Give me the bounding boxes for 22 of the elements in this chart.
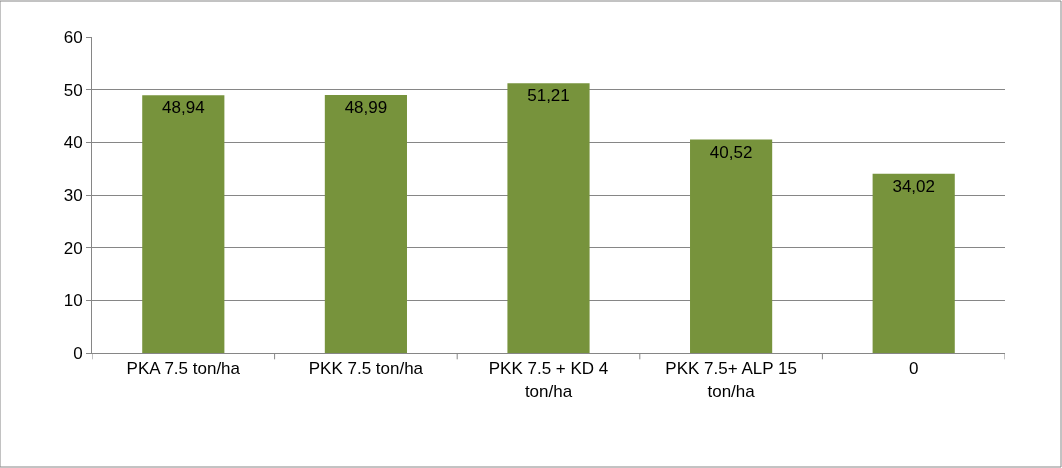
x-tick-label: PKK 7.5+ ALP 15 ton/ha — [665, 359, 797, 401]
x-tick-label: PKK 7.5 + KD 4 ton/ha — [488, 359, 609, 401]
data-label: 34,02 — [892, 176, 935, 196]
y-tick-label: 60 — [63, 27, 83, 47]
data-label: 40,52 — [709, 142, 753, 162]
y-tick-label: 10 — [63, 291, 83, 311]
bar — [690, 139, 773, 353]
bar — [872, 173, 955, 353]
x-tick-label: 0 — [908, 359, 919, 379]
x-tick-label: PKA 7.5 ton/ha — [126, 359, 241, 379]
y-tick-label: 30 — [63, 185, 83, 205]
x-tick-label: PKK 7.5 ton/ha — [308, 359, 424, 379]
bar — [324, 94, 407, 353]
bar — [142, 95, 225, 353]
y-tick-label: 20 — [63, 238, 83, 258]
data-label: 51,21 — [527, 86, 570, 106]
y-tick-label: 50 — [63, 80, 83, 100]
bar — [507, 83, 590, 353]
data-label: 48,99 — [344, 97, 388, 117]
y-tick-label: 0 — [73, 343, 83, 363]
data-label: 48,94 — [162, 98, 205, 118]
y-tick-label: 40 — [63, 133, 83, 153]
